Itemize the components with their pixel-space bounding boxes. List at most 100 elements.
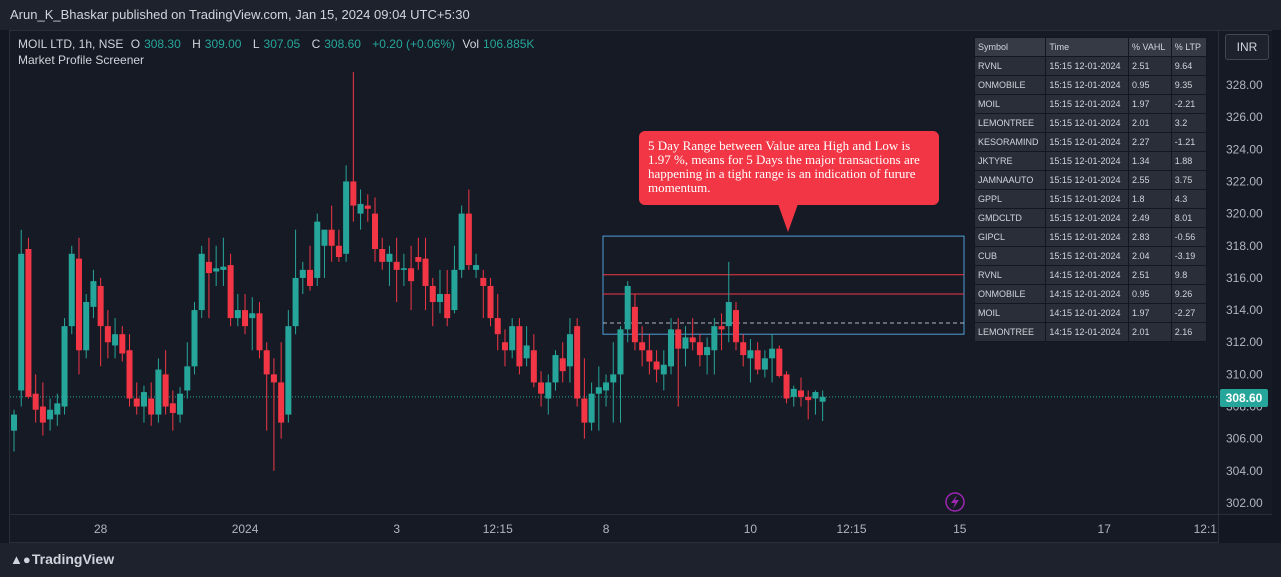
x-tick-label: 12:1 bbox=[1194, 522, 1218, 536]
currency-button[interactable]: INR bbox=[1225, 34, 1269, 60]
screener-cell: 2.01 bbox=[1128, 322, 1172, 342]
screener-cell: 1.8 bbox=[1128, 189, 1172, 209]
candle-body bbox=[552, 355, 559, 383]
screener-cell: 9.35 bbox=[1170, 75, 1208, 95]
tradingview-logo[interactable]: ▲● TradingView bbox=[10, 551, 114, 567]
open-label: O bbox=[130, 37, 141, 51]
annotation-callout[interactable]: 5 Day Range between Value area High and … bbox=[639, 131, 939, 205]
x-tick-label: 17 bbox=[1098, 522, 1112, 536]
y-tick-label: 310.00 bbox=[1226, 367, 1263, 381]
screener-header-row: Symbol Time% VAHL% LTP bbox=[973, 37, 1208, 57]
time-axis[interactable] bbox=[9, 515, 1219, 543]
screener-cell: 15:15 12-01-2024 bbox=[1045, 246, 1129, 266]
low-value: 307.05 bbox=[263, 37, 301, 51]
screener-cell: 2.83 bbox=[1128, 227, 1172, 247]
screener-cell: 4.3 bbox=[1170, 189, 1208, 209]
candle-body bbox=[104, 326, 111, 343]
change-value: +0.20 (+0.06%) bbox=[372, 37, 456, 51]
screener-cell: 15:15 12-01-2024 bbox=[1045, 227, 1129, 247]
screener-cell: MOIL bbox=[973, 94, 1047, 114]
screener-cell: JAMNAAUTO bbox=[973, 170, 1047, 190]
candle-body bbox=[335, 245, 342, 258]
screener-cell: 2.01 bbox=[1128, 113, 1172, 133]
lightning-bolt-icon bbox=[951, 495, 959, 509]
candle-body bbox=[299, 269, 306, 278]
low-label: L bbox=[252, 37, 260, 51]
candle-body bbox=[400, 268, 407, 270]
publish-info: Arun_K_Bhaskar published on TradingView.… bbox=[10, 7, 470, 22]
candle-body bbox=[270, 374, 277, 383]
candle-body bbox=[39, 406, 46, 423]
candle-body bbox=[256, 313, 263, 351]
screener-cell: 2.55 bbox=[1128, 170, 1172, 190]
candle-body bbox=[285, 326, 292, 415]
screener-row: MOIL 15:15 12-01-2024 1.97 -2.21 bbox=[973, 94, 1208, 114]
candle-body bbox=[133, 398, 140, 407]
chart-legend: MOIL LTD, 1h, NSE O 308.30 H 309.00 L 307.0… bbox=[18, 36, 542, 68]
x-tick-label: 8 bbox=[603, 522, 610, 536]
screener-cell: 15:15 12-01-2024 bbox=[1045, 113, 1129, 133]
candle-body bbox=[530, 350, 537, 383]
x-tick-label: 10 bbox=[744, 522, 758, 536]
x-tick-label: 2024 bbox=[232, 522, 259, 536]
candle-body bbox=[386, 253, 393, 262]
candle-body bbox=[155, 369, 162, 415]
footer-bar: ▲● TradingView bbox=[0, 543, 1281, 577]
candle-body bbox=[68, 253, 75, 327]
indicator-name[interactable]: Market Profile Screener bbox=[18, 53, 145, 67]
tv-logo-icon: ▲● bbox=[10, 552, 31, 567]
screener-cell: 2.16 bbox=[1170, 322, 1208, 342]
candle-body bbox=[126, 350, 133, 399]
y-tick-label: 312.00 bbox=[1226, 335, 1263, 349]
candle-body bbox=[350, 181, 357, 206]
candle-body bbox=[379, 248, 386, 262]
candle-body bbox=[32, 393, 39, 410]
candle-body bbox=[393, 261, 400, 270]
candle-body bbox=[458, 213, 465, 270]
candle-body bbox=[790, 388, 797, 397]
candle-body bbox=[747, 350, 754, 359]
brand-name: TradingView bbox=[31, 551, 115, 567]
candle-body bbox=[725, 302, 732, 327]
candle-body bbox=[429, 285, 436, 303]
candle-body bbox=[617, 329, 624, 375]
symbol-label[interactable]: MOIL LTD, 1h, NSE bbox=[18, 37, 124, 51]
high-value: 309.00 bbox=[204, 37, 242, 51]
screener-cell: 15:15 12-01-2024 bbox=[1045, 94, 1129, 114]
price-axis[interactable] bbox=[1219, 30, 1272, 515]
candle-body bbox=[343, 181, 350, 254]
screener-cell: GMDCLTD bbox=[973, 208, 1047, 228]
candle-body bbox=[198, 253, 205, 311]
candle-body bbox=[639, 342, 646, 351]
candle-body bbox=[783, 374, 790, 399]
candle-body bbox=[314, 221, 321, 278]
screener-cell: 1.97 bbox=[1128, 94, 1172, 114]
y-tick-label: 306.00 bbox=[1226, 432, 1263, 446]
candle-body bbox=[631, 306, 638, 343]
candle-body bbox=[451, 269, 458, 311]
candle-body bbox=[11, 414, 17, 431]
candle-body bbox=[566, 334, 573, 367]
candle-body bbox=[307, 269, 314, 286]
open-value: 308.30 bbox=[144, 37, 181, 51]
candle-body bbox=[61, 326, 68, 407]
candle-body bbox=[581, 398, 588, 423]
screener-cell: 0.95 bbox=[1128, 284, 1172, 304]
screener-cell: 2.51 bbox=[1128, 265, 1172, 285]
candle-body bbox=[227, 265, 234, 319]
screener-cell: 3.2 bbox=[1170, 113, 1208, 133]
screener-row: CUB 15:15 12-01-2024 2.04 -3.19 bbox=[973, 246, 1208, 266]
candle-body bbox=[588, 393, 595, 423]
candle-body bbox=[112, 334, 119, 346]
candle-body bbox=[501, 342, 508, 351]
candle-body bbox=[169, 403, 176, 413]
candle-body bbox=[119, 334, 126, 354]
candle-body bbox=[436, 294, 443, 303]
ohlc-line: MOIL LTD, 1h, NSE O 308.30 H 309.00 L 307.0… bbox=[18, 36, 542, 52]
candle-body bbox=[574, 326, 581, 399]
candle-body bbox=[538, 382, 545, 394]
screener-cell: 14:15 12-01-2024 bbox=[1045, 322, 1129, 342]
candle-body bbox=[487, 285, 494, 319]
volume-label: Vol bbox=[462, 37, 480, 51]
screener-row: ONMOBILE 15:15 12-01-2024 0.95 9.35 bbox=[973, 75, 1208, 95]
